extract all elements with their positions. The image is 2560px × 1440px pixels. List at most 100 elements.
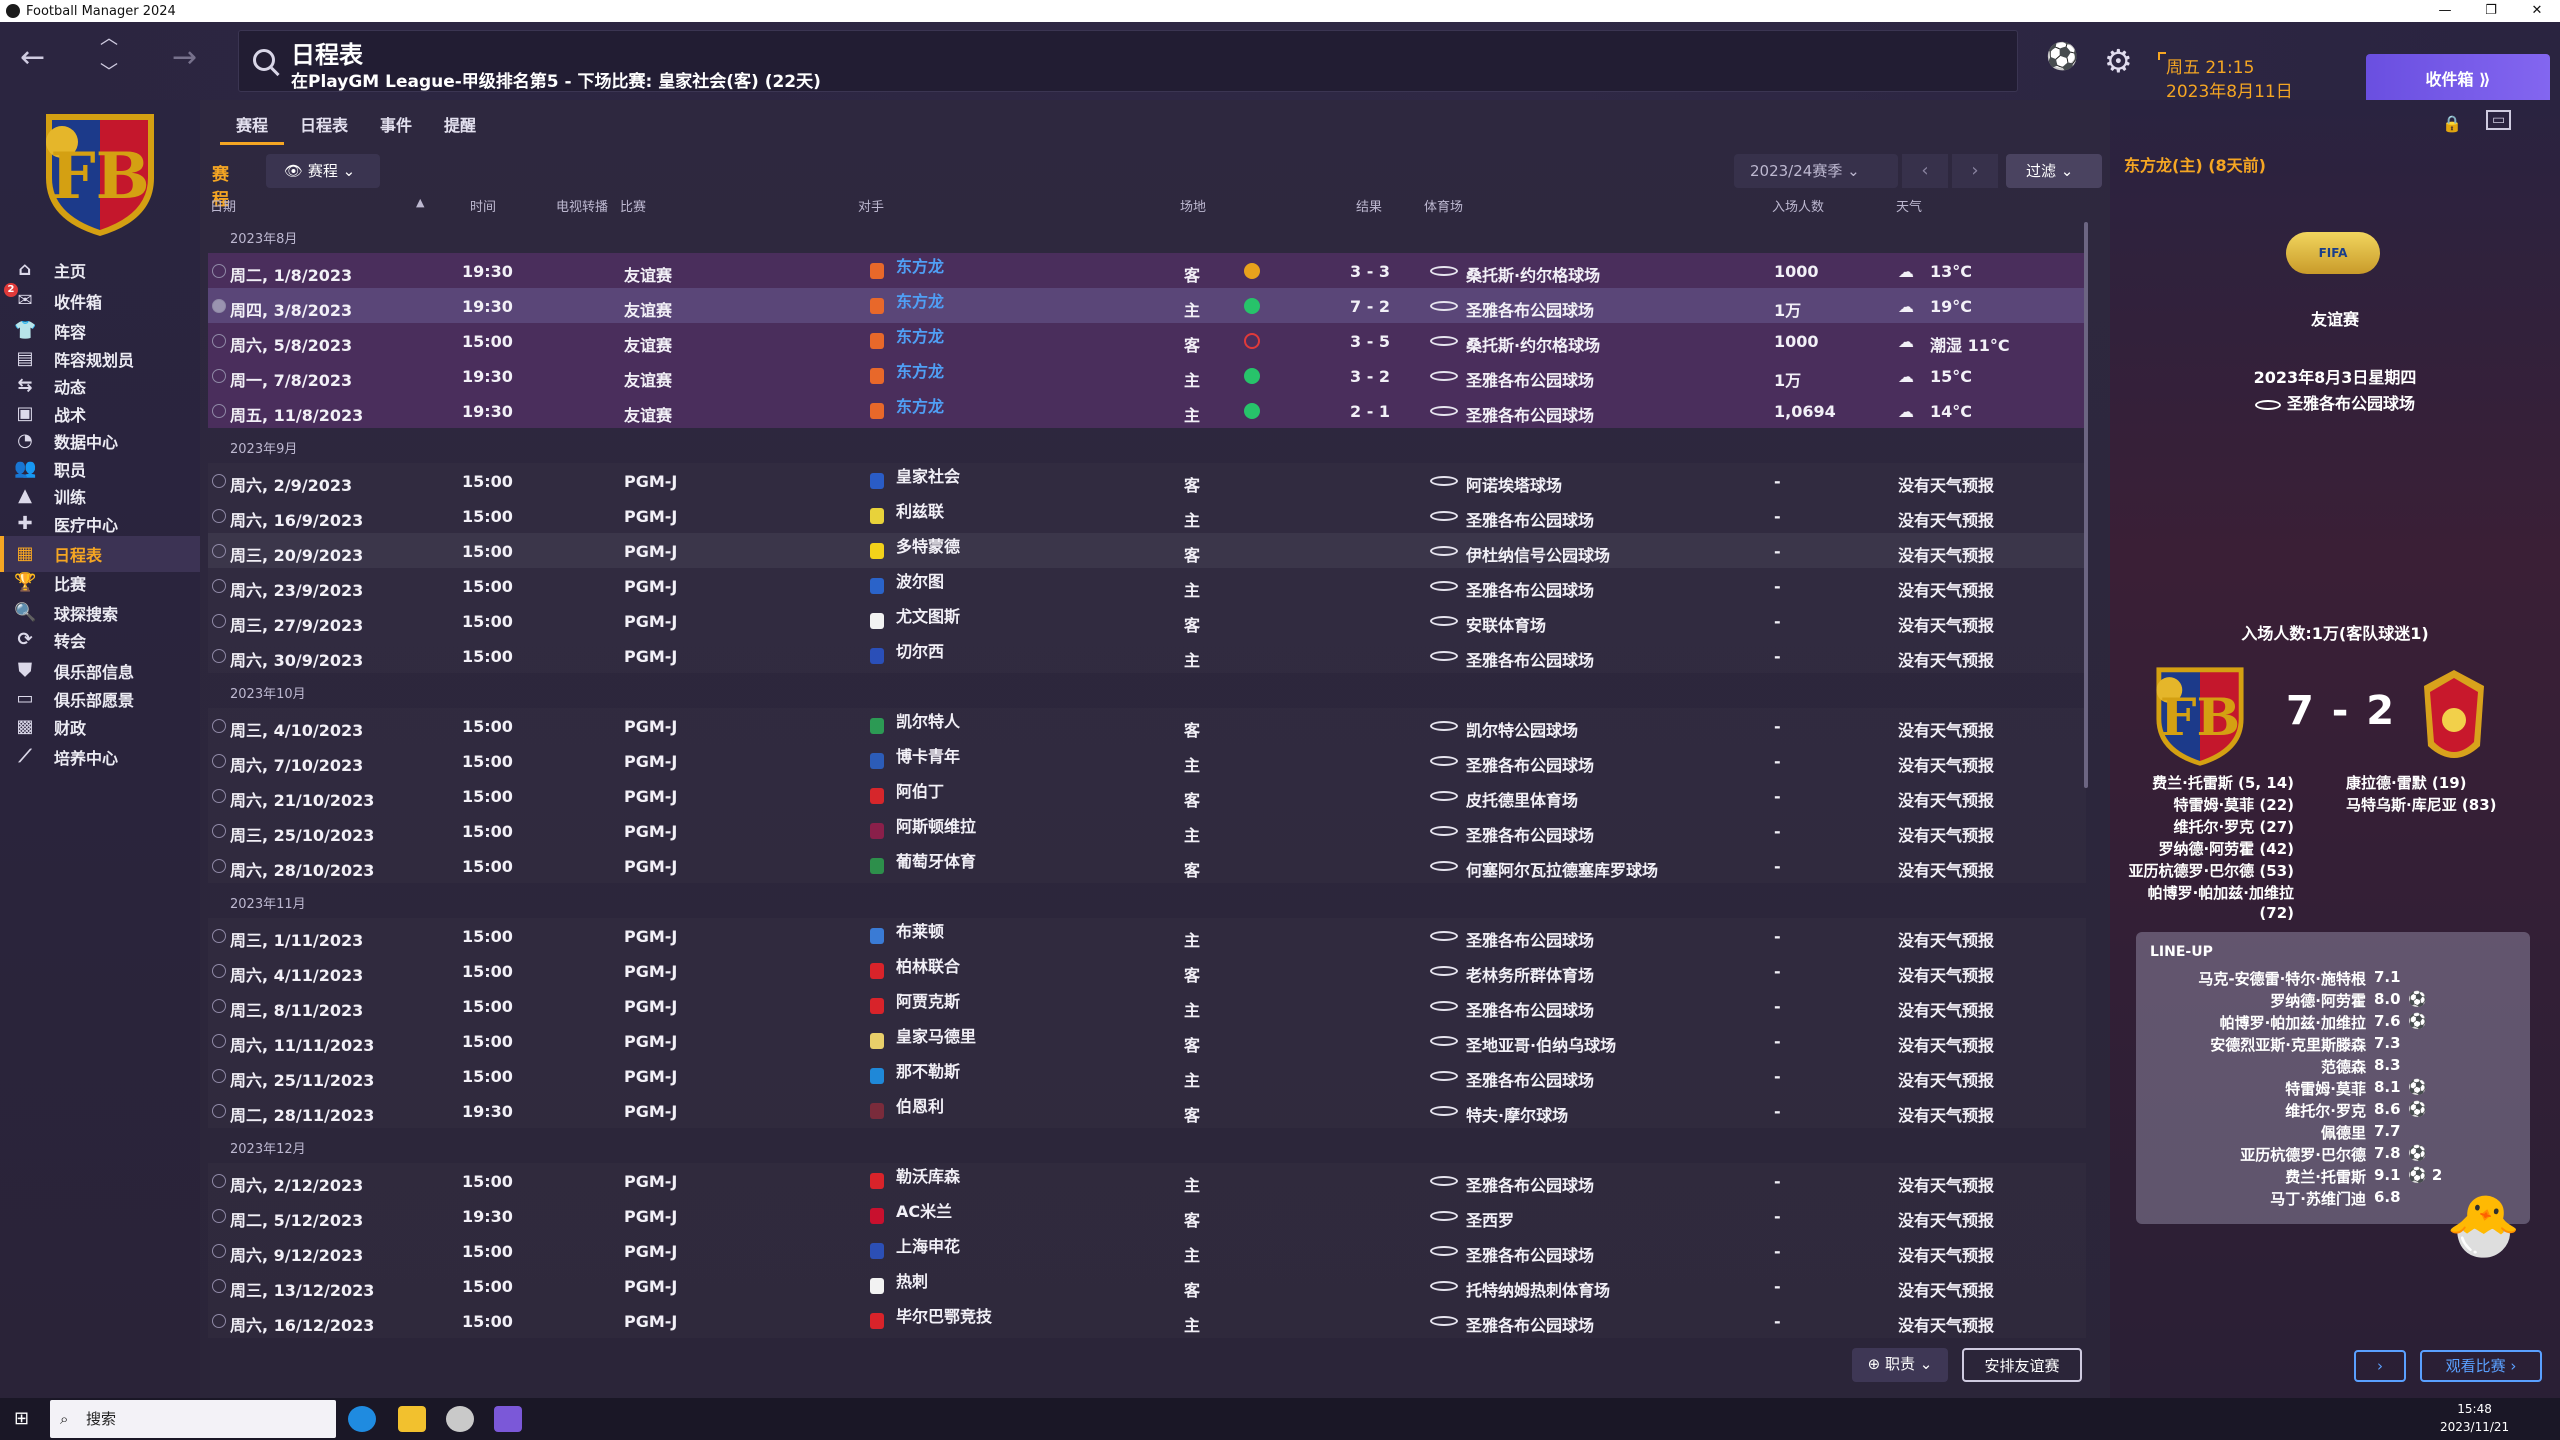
fixture-row[interactable]: 周六, 11/11/2023 15:00 PGM-J 皇家马德里 客 圣地亚哥·伯纳乌球场… — [208, 1023, 2086, 1058]
fixture-result[interactable]: 2 - 1 — [1350, 402, 1391, 421]
sidebar-item-vision[interactable]: ▭ 俱乐部愿景 — [0, 681, 200, 717]
fixture-opponent[interactable]: 布莱顿 — [896, 922, 945, 941]
sidebar-item-planner[interactable]: ▤ 阵容规划员 — [0, 341, 200, 377]
fixture-opponent[interactable]: 柏林联合 — [896, 957, 961, 976]
sidebar-item-club-info[interactable]: ⛊ 俱乐部信息 — [0, 653, 200, 689]
fixture-opponent[interactable]: 利兹联 — [896, 502, 945, 521]
fixture-opponent[interactable]: 波尔图 — [896, 572, 945, 591]
fixture-row[interactable]: 周六, 9/12/2023 15:00 PGM-J 上海申花 主 圣雅各布公园球场 - 没有天… — [208, 1233, 2086, 1268]
lineup-row[interactable]: 佩德里 7.7 — [2136, 1122, 2530, 1144]
filter-button[interactable]: 过滤 ⌄ — [2006, 154, 2102, 188]
fixture-row[interactable]: 周四, 3/8/2023 19:30 友谊赛 东方龙 主 7 - 2 圣雅各布公园球场 1万 ☁… — [208, 288, 2086, 323]
windows-start-icon[interactable]: ⊞ — [14, 1408, 30, 1429]
col-tv[interactable]: 电视转播 — [556, 200, 609, 215]
sidebar-item-trophy[interactable]: 🏆 比赛 — [0, 565, 200, 601]
col-result[interactable]: 结果 — [1356, 200, 1383, 215]
fixture-opponent[interactable]: 凯尔特人 — [896, 712, 961, 731]
select-checkbox[interactable] — [212, 1034, 226, 1048]
fixture-row[interactable]: 周三, 1/11/2023 15:00 PGM-J 布莱顿 主 圣雅各布公园球场 - 没有天气… — [208, 918, 2086, 953]
select-checkbox[interactable] — [212, 1279, 226, 1293]
scroll-down-icon[interactable]: ﹀ — [100, 62, 118, 83]
lineup-row[interactable]: 罗纳德·阿劳霍 8.0 ⚽ — [2136, 990, 2530, 1012]
fixture-opponent[interactable]: 勒沃库森 — [896, 1167, 961, 1186]
select-checkbox[interactable] — [212, 264, 226, 278]
fixture-row[interactable]: 周六, 2/9/2023 15:00 PGM-J 皇家社会 客 阿诺埃塔球场 - 没有天气预报 — [208, 463, 2086, 498]
season-select[interactable]: 2023/24赛季 ⌄ — [1734, 154, 1898, 188]
sidebar-item-transfers[interactable]: ⟳ 转会 — [0, 622, 200, 658]
select-checkbox[interactable] — [212, 544, 226, 558]
select-checkbox[interactable] — [212, 579, 226, 593]
fixture-opponent[interactable]: 博卡青年 — [896, 747, 961, 766]
fixture-row[interactable]: 周六, 30/9/2023 15:00 PGM-J 切尔西 主 圣雅各布公园球场 - 没有天气… — [208, 638, 2086, 673]
lineup-row[interactable]: 帕博罗·帕加兹·加维拉 7.6 ⚽ — [2136, 1012, 2530, 1034]
fixture-opponent[interactable]: 东方龙 — [896, 362, 945, 381]
fixture-competition[interactable]: 友谊赛 — [624, 336, 673, 355]
sidebar-item-dynamics[interactable]: ⇆ 动态 — [0, 368, 200, 404]
tab-fixtures[interactable]: 赛程 — [220, 106, 285, 145]
fixture-row[interactable]: 周三, 27/9/2023 15:00 PGM-J 尤文图斯 客 安联体育场 - 没有天气预报 — [208, 603, 2086, 638]
close-button[interactable]: ✕ — [2531, 3, 2543, 18]
sidebar-item-training[interactable]: ▲ 训练 — [0, 478, 200, 514]
sidebar-item-squad[interactable]: 👕 阵容 — [0, 313, 200, 349]
fixture-competition[interactable]: PGM-J — [624, 857, 678, 876]
fixture-competition[interactable]: PGM-J — [624, 507, 678, 526]
select-checkbox[interactable] — [212, 614, 226, 628]
tab-reminders[interactable]: 提醒 — [444, 116, 477, 135]
fixture-row[interactable]: 周六, 4/11/2023 15:00 PGM-J 柏林联合 客 老林务所群体育场 - 没有天… — [208, 953, 2086, 988]
fixture-opponent[interactable]: 上海申花 — [896, 1237, 961, 1256]
col-competition[interactable]: 比赛 — [620, 200, 647, 215]
football-app-icon[interactable] — [446, 1406, 474, 1432]
search-bar[interactable]: 日程表 在PlayGM League-甲级排名第5 - 下场比赛: 皇家社会(客… — [238, 30, 2018, 92]
arrange-friendly-button[interactable]: 安排友谊赛 — [1962, 1348, 2082, 1382]
fixture-row[interactable]: 周二, 28/11/2023 19:30 PGM-J 伯恩利 客 特夫·摩尔球场 - 没有天气… — [208, 1093, 2086, 1128]
back-arrow-icon[interactable]: ← — [20, 40, 46, 75]
sidebar-item-data[interactable]: ◔ 数据中心 — [0, 423, 200, 459]
forward-arrow-icon[interactable]: → — [172, 40, 198, 75]
fixture-row[interactable]: 周六, 7/10/2023 15:00 PGM-J 博卡青年 主 圣雅各布公园球场 - 没有天… — [208, 743, 2086, 778]
lineup-row[interactable]: 费兰·托雷斯 9.1 ⚽ 2 — [2136, 1166, 2530, 1188]
fixture-result[interactable]: 3 - 3 — [1350, 262, 1391, 281]
col-opponent[interactable]: 对手 — [858, 200, 885, 215]
lineup-row[interactable]: 安德烈亚斯·克里斯滕森 7.3 — [2136, 1034, 2530, 1056]
select-checkbox[interactable] — [212, 404, 226, 418]
sidebar-item-medical[interactable]: ✚ 医疗中心 — [0, 506, 200, 542]
sidebar-item-finance[interactable]: ▩ 财政 — [0, 709, 200, 745]
tab-events[interactable]: 事件 — [380, 116, 413, 135]
fixture-row[interactable]: 周六, 28/10/2023 15:00 PGM-J 葡萄牙体育 客 何塞阿尔瓦拉德塞库罗… — [208, 848, 2086, 883]
fixture-opponent[interactable]: 阿伯丁 — [896, 782, 945, 801]
fixture-competition[interactable]: PGM-J — [624, 1032, 678, 1051]
sidebar-item-home[interactable]: ⌂ 主页 — [0, 252, 200, 288]
select-checkbox[interactable] — [212, 824, 226, 838]
select-checkbox[interactable] — [212, 369, 226, 383]
fixture-row[interactable]: 周六, 2/12/2023 15:00 PGM-J 勒沃库森 主 圣雅各布公园球场 - 没有天… — [208, 1163, 2086, 1198]
fixture-competition[interactable]: PGM-J — [624, 612, 678, 631]
lineup-row[interactable]: 范德森 8.3 — [2136, 1056, 2530, 1078]
sidebar-item-inbox[interactable]: ✉ 收件箱 2 — [0, 283, 200, 319]
fixture-opponent[interactable]: 伯恩利 — [896, 1097, 945, 1116]
fixture-competition[interactable]: PGM-J — [624, 542, 678, 561]
game-status-icon[interactable]: ⚽ — [2046, 42, 2079, 72]
sidebar-item-development[interactable]: ⟋ 培养中心 — [0, 739, 200, 775]
fixture-opponent[interactable]: 那不勒斯 — [896, 1062, 961, 1081]
fixture-competition[interactable]: PGM-J — [624, 1277, 678, 1296]
fixture-competition[interactable]: PGM-J — [624, 927, 678, 946]
select-checkbox[interactable] — [212, 1174, 226, 1188]
fixture-opponent[interactable]: 阿斯顿维拉 — [896, 817, 977, 836]
fixture-row[interactable]: 周二, 5/12/2023 19:30 PGM-J AC米兰 客 圣西罗 - 没有天气预报 — [208, 1198, 2086, 1233]
col-time[interactable]: 时间 — [470, 200, 497, 215]
select-checkbox[interactable] — [212, 789, 226, 803]
fixture-result[interactable]: 3 - 2 — [1350, 367, 1391, 386]
fixture-competition[interactable]: PGM-J — [624, 1067, 678, 1086]
fm24-icon[interactable] — [494, 1406, 522, 1432]
fixture-competition[interactable]: PGM-J — [624, 577, 678, 596]
fixture-row[interactable]: 周三, 4/10/2023 15:00 PGM-J 凯尔特人 客 凯尔特公园球场 - 没有天气… — [208, 708, 2086, 743]
select-checkbox[interactable] — [212, 1314, 226, 1328]
fixture-opponent[interactable]: 东方龙 — [896, 292, 945, 311]
fixture-row[interactable]: 周二, 1/8/2023 19:30 友谊赛 东方龙 客 3 - 3 桑托斯·约尔格球场 10… — [208, 253, 2086, 288]
select-checkbox[interactable] — [212, 964, 226, 978]
lineup-row[interactable]: 特雷姆·莫菲 8.1 ⚽ — [2136, 1078, 2530, 1100]
fixture-row[interactable]: 周三, 25/10/2023 15:00 PGM-J 阿斯顿维拉 主 圣雅各布公园球场 - 没… — [208, 813, 2086, 848]
fixture-row[interactable]: 周一, 7/8/2023 19:30 友谊赛 东方龙 主 3 - 2 圣雅各布公园球场 1万 ☁… — [208, 358, 2086, 393]
fixture-competition[interactable]: PGM-J — [624, 962, 678, 981]
minimize-button[interactable]: — — [2438, 3, 2452, 18]
